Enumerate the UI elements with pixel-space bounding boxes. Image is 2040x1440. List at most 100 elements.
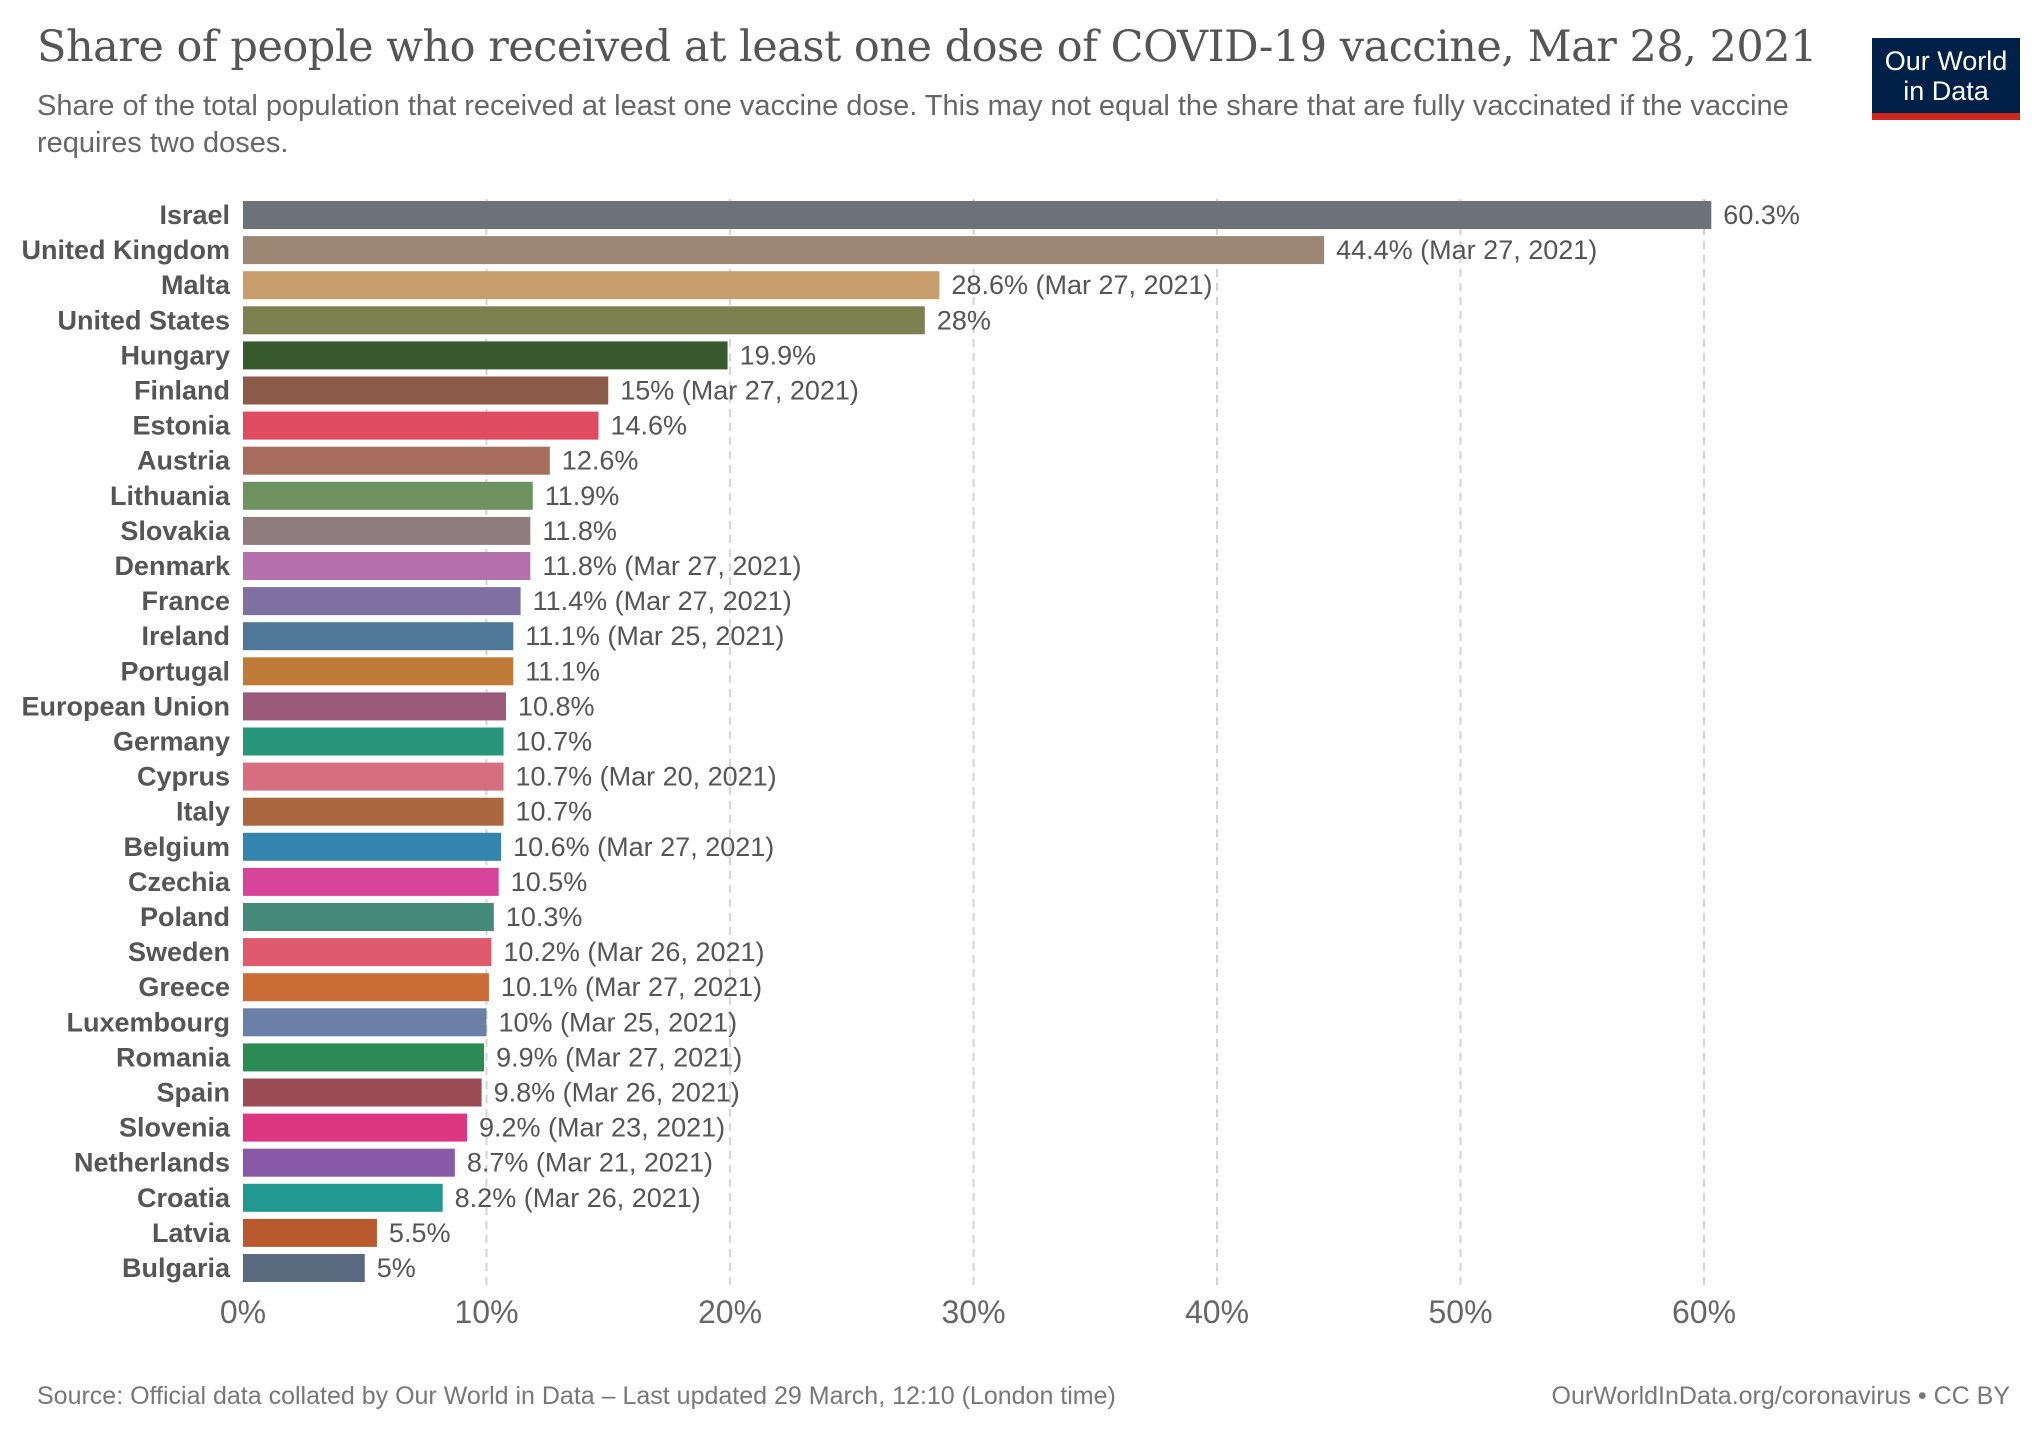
value-label: 11.4% (Mar 27, 2021) [533,586,792,616]
value-label: 44.4% (Mar 27, 2021) [1336,235,1597,265]
category-label: Czechia [128,867,231,897]
bar[interactable] [243,762,504,791]
value-label: 11.1% [525,656,600,686]
bar[interactable] [243,271,940,300]
category-label: Greece [138,972,230,1002]
bar[interactable] [243,832,502,861]
bar[interactable] [243,1113,468,1142]
category-label: United States [57,305,230,335]
x-tick-label: 40% [1185,1294,1249,1330]
bar[interactable] [243,1043,485,1072]
category-label: Luxembourg [66,1007,230,1037]
value-label: 5.5% [389,1218,451,1248]
bar[interactable] [243,1218,377,1247]
category-label: Ireland [141,621,230,651]
category-label: Poland [140,902,230,932]
bar[interactable] [243,692,506,721]
category-label: Bulgaria [122,1253,231,1283]
bar[interactable] [243,236,1325,265]
category-label: Lithuania [110,481,231,511]
category-label: Romania [116,1042,231,1072]
bar[interactable] [243,727,504,756]
value-label: 8.2% (Mar 26, 2021) [455,1183,701,1213]
value-label: 5% [377,1253,416,1283]
bar[interactable] [243,657,514,686]
category-label: Cyprus [137,762,230,792]
value-label: 15% (Mar 27, 2021) [620,376,859,406]
x-tick-label: 10% [454,1294,518,1330]
bar[interactable] [243,341,728,370]
bar[interactable] [243,306,925,335]
bar[interactable] [243,1148,455,1177]
bar[interactable] [243,622,514,651]
value-label: 9.8% (Mar 26, 2021) [494,1078,740,1108]
value-label: 10.7% (Mar 20, 2021) [516,762,777,792]
logo-text: Our World in Data [1884,45,2008,106]
x-axis: 0% 10% 20% 30% 40% 50% 60% [220,1294,1736,1330]
bar[interactable] [243,411,599,440]
category-label: Croatia [137,1183,231,1213]
value-label: 11.8% [542,516,617,546]
category-label: Hungary [120,340,230,370]
chart-subtitle: Share of the total population that recei… [37,90,1789,159]
category-label: France [141,586,230,616]
value-label: 10.3% [506,902,583,932]
value-label: 11.1% (Mar 25, 2021) [525,621,784,651]
category-label: Spain [156,1078,230,1108]
labels: Israel 60.3% United Kingdom 44.4% (Mar 27, … [22,200,1800,1283]
value-label: 10% (Mar 25, 2021) [499,1007,738,1037]
category-label: Denmark [114,551,231,581]
bar[interactable] [243,201,1712,229]
bar[interactable] [243,797,504,826]
value-label: 60.3% [1723,200,1800,230]
value-label: 10.7% [516,797,593,827]
category-label: United Kingdom [22,235,230,265]
bar[interactable] [243,1008,487,1037]
license-link[interactable]: OurWorldInData.org/coronavirus • CC BY [1551,1382,2010,1410]
chart-title: Share of people who received at least on… [37,22,1817,72]
bar[interactable] [243,1254,365,1282]
x-tick-label: 20% [698,1294,762,1330]
category-label: Netherlands [74,1148,230,1178]
value-label: 10.5% [511,867,588,897]
category-label: European Union [22,691,231,721]
value-label: 19.9% [740,340,817,370]
bar[interactable] [243,516,531,545]
bar[interactable] [243,587,521,616]
value-label: 28.6% (Mar 27, 2021) [951,270,1212,300]
value-label: 14.6% [611,411,688,441]
value-label: 10.8% [518,691,595,721]
bar[interactable] [243,481,533,510]
bar[interactable] [243,903,494,931]
bar[interactable] [243,376,609,405]
category-label: Germany [113,727,230,757]
category-label: Italy [176,797,230,827]
x-tick-label: 0% [220,1294,266,1330]
owid-logo[interactable]: Our World in Data [1872,38,2020,120]
category-label: Austria [137,446,231,476]
value-label: 10.6% (Mar 27, 2021) [513,832,774,862]
value-label: 11.8% (Mar 27, 2021) [542,551,801,581]
value-label: 8.7% (Mar 21, 2021) [467,1148,713,1178]
x-tick-label: 60% [1672,1294,1736,1330]
bars [243,201,1712,1282]
value-label: 10.2% (Mar 26, 2021) [503,937,764,967]
value-label: 12.6% [562,446,639,476]
category-label: Malta [161,270,231,300]
bar[interactable] [243,973,489,1002]
category-label: Latvia [152,1218,231,1248]
bar[interactable] [243,1183,443,1212]
category-label: Israel [159,200,230,230]
source-note: Source: Official data collated by Our Wo… [37,1382,1116,1410]
bar-chart: Israel 60.3% United Kingdom 44.4% (Mar 27, … [22,199,1800,1330]
value-label: 10.1% (Mar 27, 2021) [501,972,762,1002]
value-label: 11.9% [545,481,620,511]
bar[interactable] [243,1078,482,1107]
bar[interactable] [243,867,499,896]
bar[interactable] [243,938,492,967]
bar[interactable] [243,552,531,580]
category-label: Estonia [132,411,231,441]
bar[interactable] [243,446,550,475]
category-label: Sweden [128,937,230,967]
x-tick-label: 30% [941,1294,1005,1330]
